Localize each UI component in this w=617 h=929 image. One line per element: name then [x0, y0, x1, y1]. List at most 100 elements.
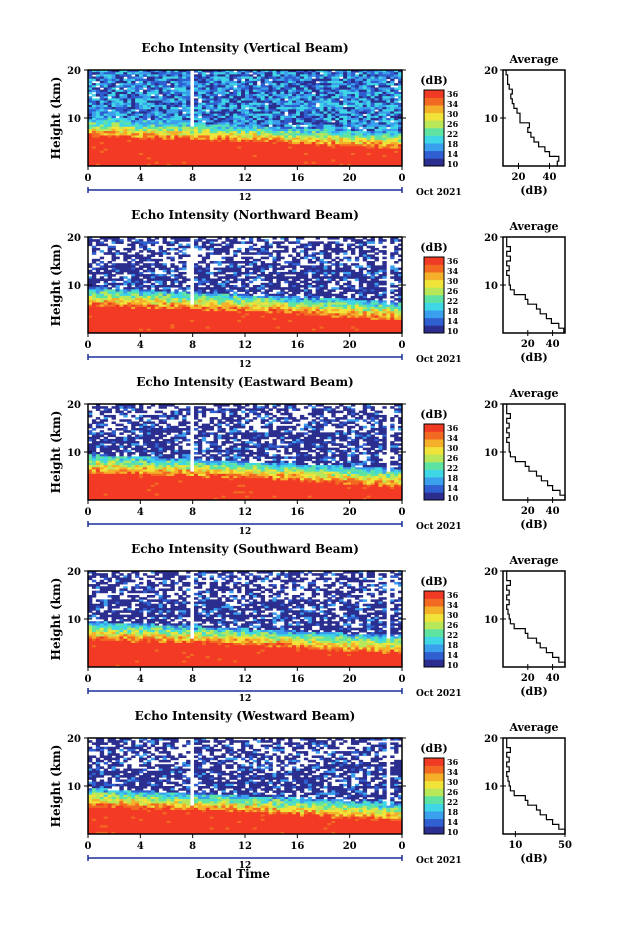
heatmap-cell — [201, 70, 207, 73]
colorbar-swatch — [424, 105, 444, 114]
heatmap-cell — [150, 113, 156, 117]
heatmap-cell — [272, 74, 277, 77]
heatmap-cell — [335, 161, 340, 165]
heatmap-cell — [209, 146, 215, 149]
heatmap-cell — [174, 148, 179, 152]
heatmap-cell — [350, 131, 356, 134]
heatmap-cell — [347, 155, 352, 158]
heatmap-cell — [119, 137, 124, 141]
heatmap-cell — [127, 142, 132, 145]
heatmap-cell — [280, 83, 285, 86]
heatmap-cell — [311, 131, 317, 134]
heatmap-cell — [280, 148, 285, 152]
heatmap-cell — [237, 274, 242, 277]
heatmap-cell — [103, 94, 109, 97]
heatmap-cell — [307, 126, 313, 130]
heatmap-cell — [197, 159, 203, 163]
heatmap-cell — [335, 72, 340, 75]
heatmap-cell — [162, 269, 167, 273]
heatmap-cell — [201, 155, 207, 158]
heatmap-cell — [119, 94, 124, 97]
heatmap-cell — [280, 120, 285, 123]
heatmap-cell — [201, 282, 207, 286]
heatmap-cell — [362, 107, 368, 110]
heatmap-cell — [339, 78, 344, 82]
heatmap-cell — [170, 133, 175, 136]
heatmap-cell — [135, 139, 140, 143]
heatmap-cell — [335, 83, 340, 86]
heatmap-cell — [245, 104, 250, 108]
heatmap-cell — [201, 150, 207, 154]
heatmap-cell — [229, 157, 234, 160]
heatmap-cell — [245, 135, 250, 139]
heatmap-cell — [350, 126, 356, 130]
heatmap-cell — [186, 74, 191, 77]
heatmap-cell — [213, 128, 218, 132]
heatmap-cell — [260, 252, 266, 255]
heatmap-cell — [190, 157, 195, 160]
heatmap-cell — [335, 287, 340, 290]
heatmap-cell — [237, 131, 242, 134]
heatmap-cell — [264, 163, 269, 167]
heatmap-cell — [343, 80, 348, 84]
heatmap-cell — [209, 139, 215, 143]
heatmap-cell — [107, 74, 112, 77]
heatmap-cell — [390, 96, 395, 99]
heatmap-cell — [166, 104, 171, 108]
heatmap-cell — [350, 135, 356, 139]
heatmap-cell — [248, 100, 254, 104]
heatmap-cell — [319, 133, 324, 136]
heatmap-cell — [205, 111, 211, 115]
heatmap-cell — [252, 135, 258, 139]
heatmap-cell — [335, 252, 340, 255]
heatmap-cell — [319, 100, 324, 104]
heatmap-cell — [213, 126, 218, 130]
heatmap-cell — [91, 144, 97, 147]
heatmap-cell — [331, 124, 336, 128]
heatmap-cell — [354, 113, 360, 117]
heatmap-cell — [139, 85, 144, 88]
heatmap-cell — [182, 124, 187, 128]
heatmap-cell — [88, 124, 93, 128]
heatmap-cell — [292, 113, 297, 117]
heatmap-cell — [315, 85, 320, 88]
heatmap-cell — [139, 102, 144, 106]
heatmap-cell — [292, 107, 297, 110]
heatmap-cell — [374, 70, 379, 73]
heatmap-cell — [95, 146, 101, 149]
heatmap-cell — [237, 150, 242, 154]
heatmap-cell — [221, 163, 226, 167]
heatmap-cell — [107, 78, 112, 82]
heatmap-cell — [354, 104, 360, 108]
heatmap-cell — [299, 250, 305, 253]
heatmap-cell — [178, 139, 183, 143]
heatmap-cell — [213, 146, 218, 149]
heatmap-cell — [170, 78, 175, 82]
heatmap-cell — [95, 78, 101, 82]
heatmap-cell — [88, 150, 93, 154]
heatmap-cell — [323, 131, 328, 134]
heatmap-cell — [382, 115, 387, 119]
heatmap-cell — [217, 144, 222, 147]
heatmap-cell — [374, 152, 379, 156]
heatmap-cell — [170, 135, 175, 139]
heatmap-cell — [197, 239, 203, 242]
heatmap-cell — [111, 120, 116, 123]
heatmap-cell — [88, 102, 93, 106]
heatmap-cell — [307, 152, 313, 156]
heatmap-cell — [335, 124, 340, 128]
heatmap-cell — [205, 159, 211, 163]
heatmap-cell — [288, 115, 293, 119]
heatmap-cell — [315, 96, 320, 99]
heatmap-cell — [362, 146, 368, 149]
heatmap-cell — [150, 109, 156, 112]
heatmap-cell — [150, 128, 156, 132]
heatmap-cell — [311, 118, 317, 121]
heatmap-cell — [374, 135, 379, 139]
heatmap-cell — [315, 135, 320, 139]
heatmap-cell — [299, 245, 305, 249]
heatmap-cell — [162, 91, 167, 95]
heatmap-cell — [299, 78, 305, 82]
heatmap-cell — [378, 100, 383, 104]
heatmap-cell — [146, 85, 152, 88]
